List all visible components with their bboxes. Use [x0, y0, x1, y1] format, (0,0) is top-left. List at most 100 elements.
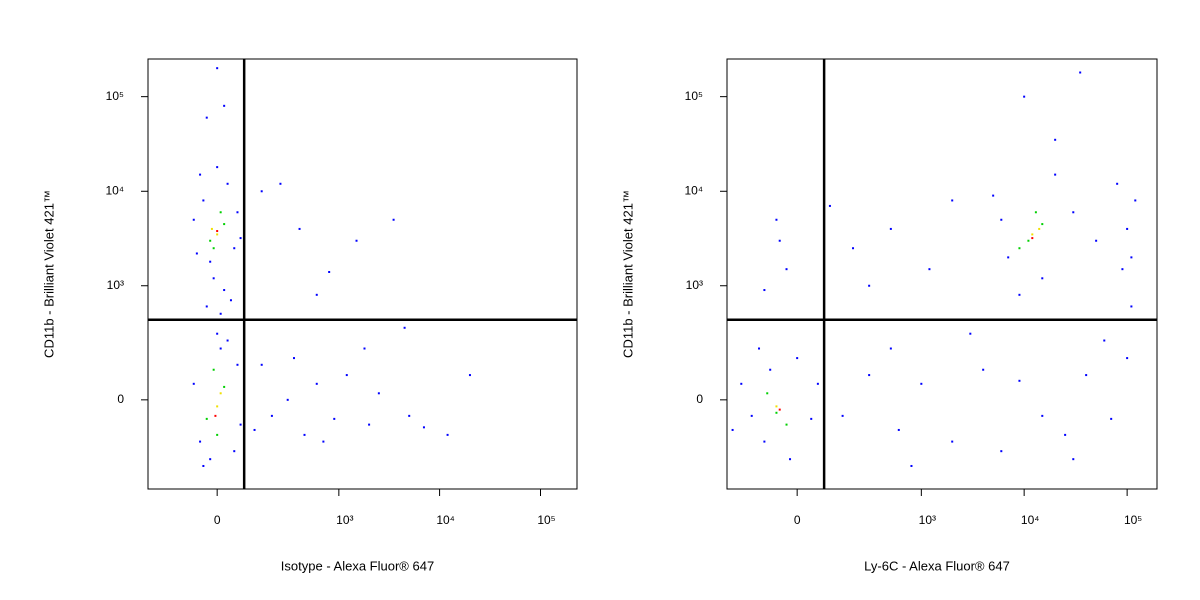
event-point [239, 423, 242, 426]
event-point [897, 428, 900, 431]
y-axis-label: CD11b - Brilliant Violet 421™ [620, 190, 635, 358]
event-point [910, 464, 913, 467]
event-point [446, 433, 449, 436]
event-point [216, 67, 219, 70]
x-tick-label: 10⁴ [436, 513, 455, 527]
event-point [216, 230, 219, 233]
event-point [236, 211, 239, 214]
event-point [210, 227, 213, 230]
event-point [1041, 223, 1044, 226]
event-point [785, 268, 788, 271]
event-point [992, 194, 995, 197]
event-point [889, 347, 892, 350]
y-tick-label: 10⁴ [684, 183, 703, 197]
x-tick-label: 0 [794, 513, 801, 527]
event-point [1110, 417, 1113, 420]
event-point [192, 382, 195, 385]
event-point [731, 428, 734, 431]
event-point [1018, 293, 1021, 296]
event-point [219, 392, 222, 395]
event-point [270, 414, 273, 417]
event-point [223, 104, 226, 107]
event-point [286, 398, 289, 401]
event-point [1121, 268, 1124, 271]
event-point [928, 268, 931, 271]
event-point [1095, 239, 1098, 242]
event-point [260, 363, 263, 366]
event-point [219, 312, 222, 315]
event-point [195, 252, 198, 255]
event-point [778, 239, 781, 242]
event-point [778, 408, 781, 411]
event-point [1054, 138, 1057, 141]
event-point [422, 426, 425, 429]
event-point [233, 450, 236, 453]
event-point [951, 199, 954, 202]
event-point [216, 433, 219, 436]
event-point [852, 247, 855, 250]
event-point [868, 374, 871, 377]
event-point [226, 339, 229, 342]
event-point [192, 218, 195, 221]
event-point [212, 277, 215, 280]
y-tick-label: 10³ [686, 278, 703, 292]
event-point [1031, 237, 1034, 240]
event-point [1126, 357, 1129, 360]
event-point [816, 382, 819, 385]
y-tick-label: 10⁵ [106, 89, 124, 103]
event-point [205, 305, 208, 308]
event-point [775, 405, 778, 408]
event-point [345, 374, 348, 377]
event-point [810, 417, 813, 420]
x-tick-label: 10³ [919, 513, 936, 527]
event-point [239, 237, 242, 240]
event-point [315, 293, 318, 296]
x-tick-label: 10⁴ [1021, 513, 1040, 527]
event-point [233, 247, 236, 250]
event-point [279, 182, 282, 185]
event-point [298, 227, 301, 230]
event-point [982, 368, 985, 371]
event-point [1072, 211, 1075, 214]
event-point [408, 414, 411, 417]
event-point [303, 433, 306, 436]
event-point [229, 299, 232, 302]
event-point [315, 382, 318, 385]
event-point [216, 405, 219, 408]
event-point [1000, 218, 1003, 221]
event-point [785, 423, 788, 426]
plot-frame [147, 58, 578, 490]
event-point [1041, 414, 1044, 417]
event-point [740, 382, 743, 385]
y-tick-label: 0 [117, 392, 124, 406]
event-point [333, 417, 336, 420]
event-point [1134, 199, 1137, 202]
event-point [769, 368, 772, 371]
event-point [377, 392, 380, 395]
event-point [763, 440, 766, 443]
event-point [951, 440, 954, 443]
event-point [223, 289, 226, 292]
event-point [223, 223, 226, 226]
event-point [1085, 374, 1088, 377]
event-point [1000, 450, 1003, 453]
event-point [219, 211, 222, 214]
event-point [763, 289, 766, 292]
event-point [199, 173, 202, 176]
event-point [796, 357, 799, 360]
event-point [1054, 173, 1057, 176]
event-point [468, 374, 471, 377]
event-point [1079, 71, 1082, 74]
event-point [205, 417, 208, 420]
event-point [205, 116, 208, 119]
y-tick-label: 0 [696, 392, 703, 406]
event-point [969, 332, 972, 335]
event-point [216, 332, 219, 335]
event-point [202, 464, 205, 467]
x-tick-label: 0 [214, 513, 221, 527]
y-tick-label: 10⁵ [685, 89, 703, 103]
event-point [750, 414, 753, 417]
event-point [202, 199, 205, 202]
event-point [403, 326, 406, 329]
